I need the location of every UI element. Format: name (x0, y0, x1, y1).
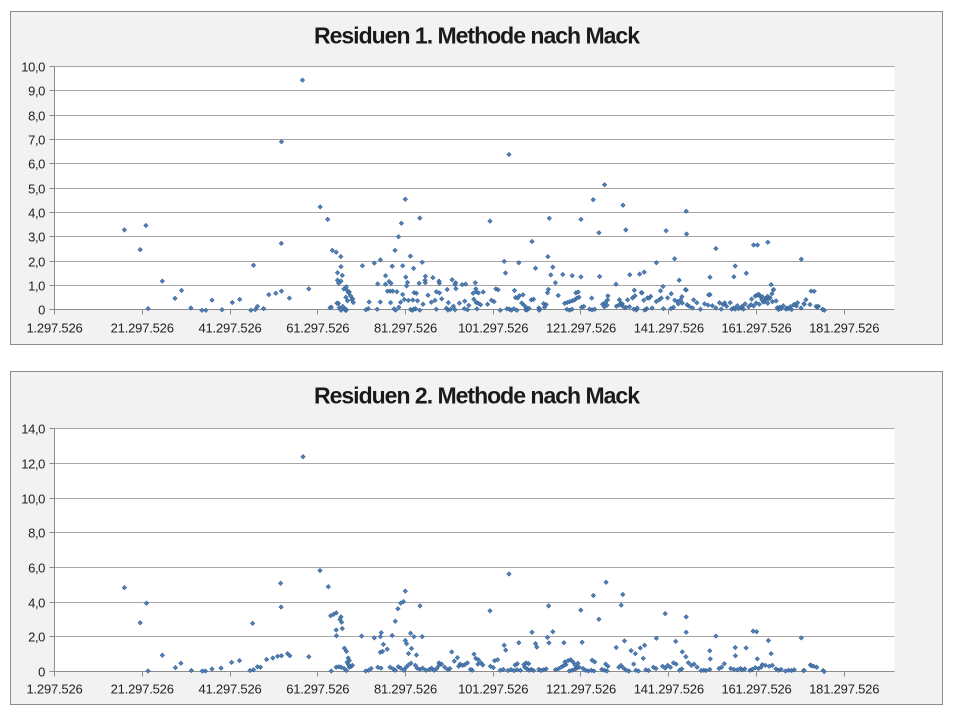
svg-text:181.297.526: 181.297.526 (809, 321, 879, 336)
svg-text:141.297.526: 141.297.526 (634, 321, 704, 336)
svg-text:101.297.526: 101.297.526 (458, 321, 528, 336)
svg-text:1.297.526: 1.297.526 (26, 321, 82, 336)
svg-text:121.297.526: 121.297.526 (546, 682, 616, 697)
svg-text:10,0: 10,0 (21, 492, 45, 507)
svg-text:9,0: 9,0 (28, 84, 45, 99)
svg-text:6,0: 6,0 (28, 157, 45, 172)
svg-text:161.297.526: 161.297.526 (721, 682, 791, 697)
svg-text:101.297.526: 101.297.526 (458, 682, 528, 697)
svg-text:4,0: 4,0 (28, 206, 45, 221)
svg-text:21.297.526: 21.297.526 (111, 321, 174, 336)
svg-text:81.297.526: 81.297.526 (374, 682, 437, 697)
svg-text:Residuen 2. Methode nach Mack: Residuen 2. Methode nach Mack (314, 383, 640, 409)
svg-text:1,0: 1,0 (28, 279, 45, 294)
svg-text:121.297.526: 121.297.526 (546, 321, 616, 336)
svg-text:61.297.526: 61.297.526 (286, 682, 349, 697)
svg-text:2,0: 2,0 (28, 255, 45, 270)
svg-text:0: 0 (38, 303, 45, 318)
svg-text:8,0: 8,0 (28, 109, 45, 124)
svg-text:6,0: 6,0 (28, 561, 45, 576)
svg-text:141.297.526: 141.297.526 (634, 682, 704, 697)
svg-text:10,0: 10,0 (21, 60, 45, 75)
svg-text:14,0: 14,0 (21, 422, 45, 437)
svg-text:12,0: 12,0 (21, 457, 45, 472)
svg-text:4,0: 4,0 (28, 596, 45, 611)
svg-text:81.297.526: 81.297.526 (374, 321, 437, 336)
svg-text:1.297.526: 1.297.526 (26, 682, 82, 697)
svg-text:3,0: 3,0 (28, 230, 45, 245)
svg-text:2,0: 2,0 (28, 630, 45, 645)
svg-text:181.297.526: 181.297.526 (809, 682, 879, 697)
svg-text:61.297.526: 61.297.526 (286, 321, 349, 336)
svg-text:21.297.526: 21.297.526 (111, 682, 174, 697)
svg-text:Residuen 1. Methode nach Mack: Residuen 1. Methode nach Mack (314, 23, 640, 49)
svg-text:0: 0 (38, 665, 45, 680)
svg-text:8,0: 8,0 (28, 526, 45, 541)
svg-text:161.297.526: 161.297.526 (721, 321, 791, 336)
svg-text:5,0: 5,0 (28, 182, 45, 197)
svg-text:41.297.526: 41.297.526 (198, 682, 261, 697)
svg-text:7,0: 7,0 (28, 133, 45, 148)
svg-text:41.297.526: 41.297.526 (198, 321, 261, 336)
